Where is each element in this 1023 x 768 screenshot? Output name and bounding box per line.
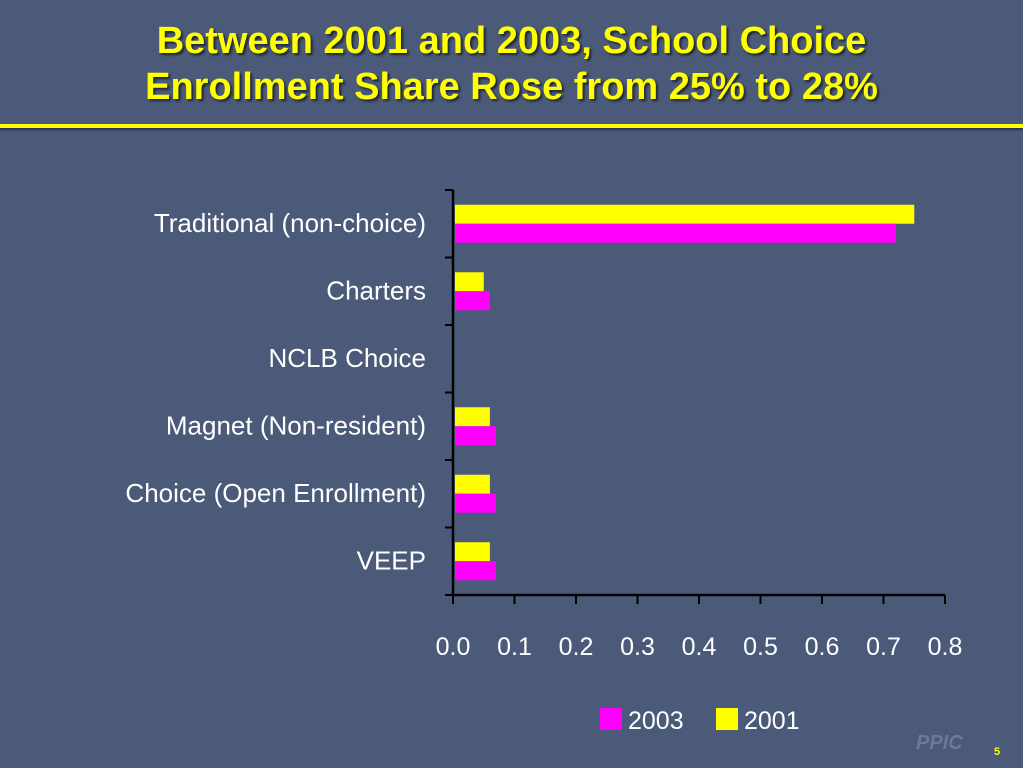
legend-swatch-2003 bbox=[600, 708, 622, 730]
x-tick-label: 0.7 bbox=[866, 633, 901, 661]
x-tick-label: 0.1 bbox=[497, 633, 532, 661]
ppic-logo: PPIC bbox=[916, 732, 963, 754]
category-label: VEEP bbox=[357, 545, 426, 575]
page-number: 5 bbox=[994, 746, 1001, 758]
x-tick-label: 0.5 bbox=[743, 633, 778, 661]
bar-2003 bbox=[455, 561, 497, 581]
x-tick-label: 0.3 bbox=[620, 633, 655, 661]
category-label: NCLB Choice bbox=[268, 343, 426, 373]
bar-2001 bbox=[455, 272, 484, 292]
bar-2001 bbox=[455, 204, 915, 224]
x-tick-label: 0.6 bbox=[805, 633, 840, 661]
legend-label-2001: 2001 bbox=[744, 707, 800, 735]
category-label: Charters bbox=[326, 275, 426, 305]
bar-2003 bbox=[455, 223, 896, 243]
category-label: Choice (Open Enrollment) bbox=[125, 478, 426, 508]
slide-title: Between 2001 and 2003, School Choice Enr… bbox=[0, 18, 1023, 110]
bar-2003 bbox=[455, 426, 497, 446]
legend-swatch-2001 bbox=[716, 708, 738, 730]
title-divider bbox=[0, 124, 1023, 128]
title-line-1: Between 2001 and 2003, School Choice bbox=[156, 20, 867, 62]
category-label: Traditional (non-choice) bbox=[154, 208, 426, 238]
x-tick-label: 0.2 bbox=[559, 633, 594, 661]
bar-2001 bbox=[455, 474, 490, 494]
bar-2001 bbox=[455, 407, 490, 427]
x-tick-label: 0.0 bbox=[436, 633, 471, 661]
x-tick-label: 0.8 bbox=[928, 633, 963, 661]
legend-label-2003: 2003 bbox=[628, 707, 684, 735]
bar-2003 bbox=[455, 493, 497, 513]
title-line-2: Enrollment Share Rose from 25% to 28% bbox=[145, 66, 878, 108]
x-tick-label: 0.4 bbox=[682, 633, 717, 661]
category-label: Magnet (Non-resident) bbox=[166, 410, 426, 440]
bar-2001 bbox=[455, 542, 490, 562]
bar-2003 bbox=[455, 291, 490, 311]
